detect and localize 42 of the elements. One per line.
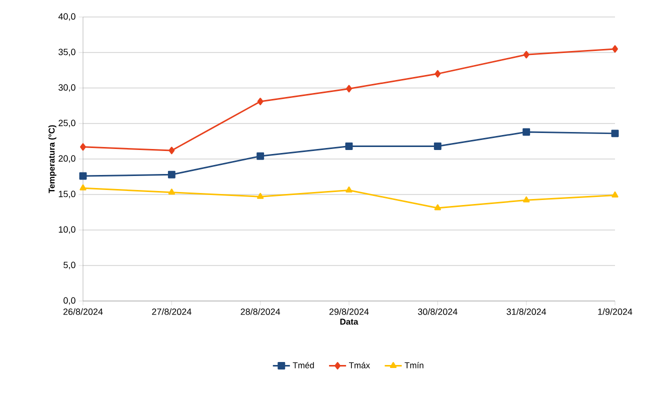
point: [434, 142, 442, 150]
point: [345, 142, 353, 150]
y-tick-label: 0,0: [64, 297, 76, 305]
point: [80, 184, 86, 190]
y-tick-label: 15,0: [58, 190, 76, 198]
y-tick-label: 40,0: [58, 13, 76, 21]
legend-label: Tmáx: [348, 362, 370, 368]
x-tick-label: 27/8/2024: [152, 308, 192, 315]
x-tick-label: 26/8/2024: [63, 308, 103, 315]
y-tick-label: 25,0: [58, 120, 76, 128]
point: [523, 50, 530, 58]
y-tick-label: 30,0: [58, 84, 76, 92]
point: [434, 70, 441, 78]
point: [256, 192, 264, 199]
point: [346, 186, 352, 192]
point: [257, 98, 264, 106]
point: [168, 188, 176, 195]
point: [612, 45, 618, 53]
x-tick-label: 31/8/2024: [506, 308, 546, 315]
x-tick-label: 29/8/2024: [329, 308, 369, 315]
legend-label: Tméd: [292, 362, 314, 368]
x-axis-title: Data: [340, 318, 358, 325]
y-tick-label: 20,0: [58, 155, 76, 163]
y-tick-label: 10,0: [58, 226, 76, 234]
point: [434, 204, 442, 210]
point: [522, 196, 530, 202]
x-tick-label: 1/9/2024: [598, 308, 632, 315]
point: [256, 152, 264, 160]
point: [522, 128, 530, 136]
point: [168, 146, 175, 154]
legend-label: Tmín: [404, 362, 424, 368]
y-tick-label: 5,0: [64, 262, 76, 270]
point: [612, 191, 618, 198]
point: [79, 172, 87, 180]
point: [168, 170, 176, 178]
x-tick-label: 28/8/2024: [240, 308, 280, 315]
point: [80, 143, 86, 151]
x-tick-label: 30/8/2024: [418, 308, 458, 315]
y-axis-title: Temperatura (°C): [48, 125, 56, 194]
y-tick-label: 35,0: [58, 48, 76, 56]
point: [611, 130, 619, 138]
point: [346, 84, 352, 92]
